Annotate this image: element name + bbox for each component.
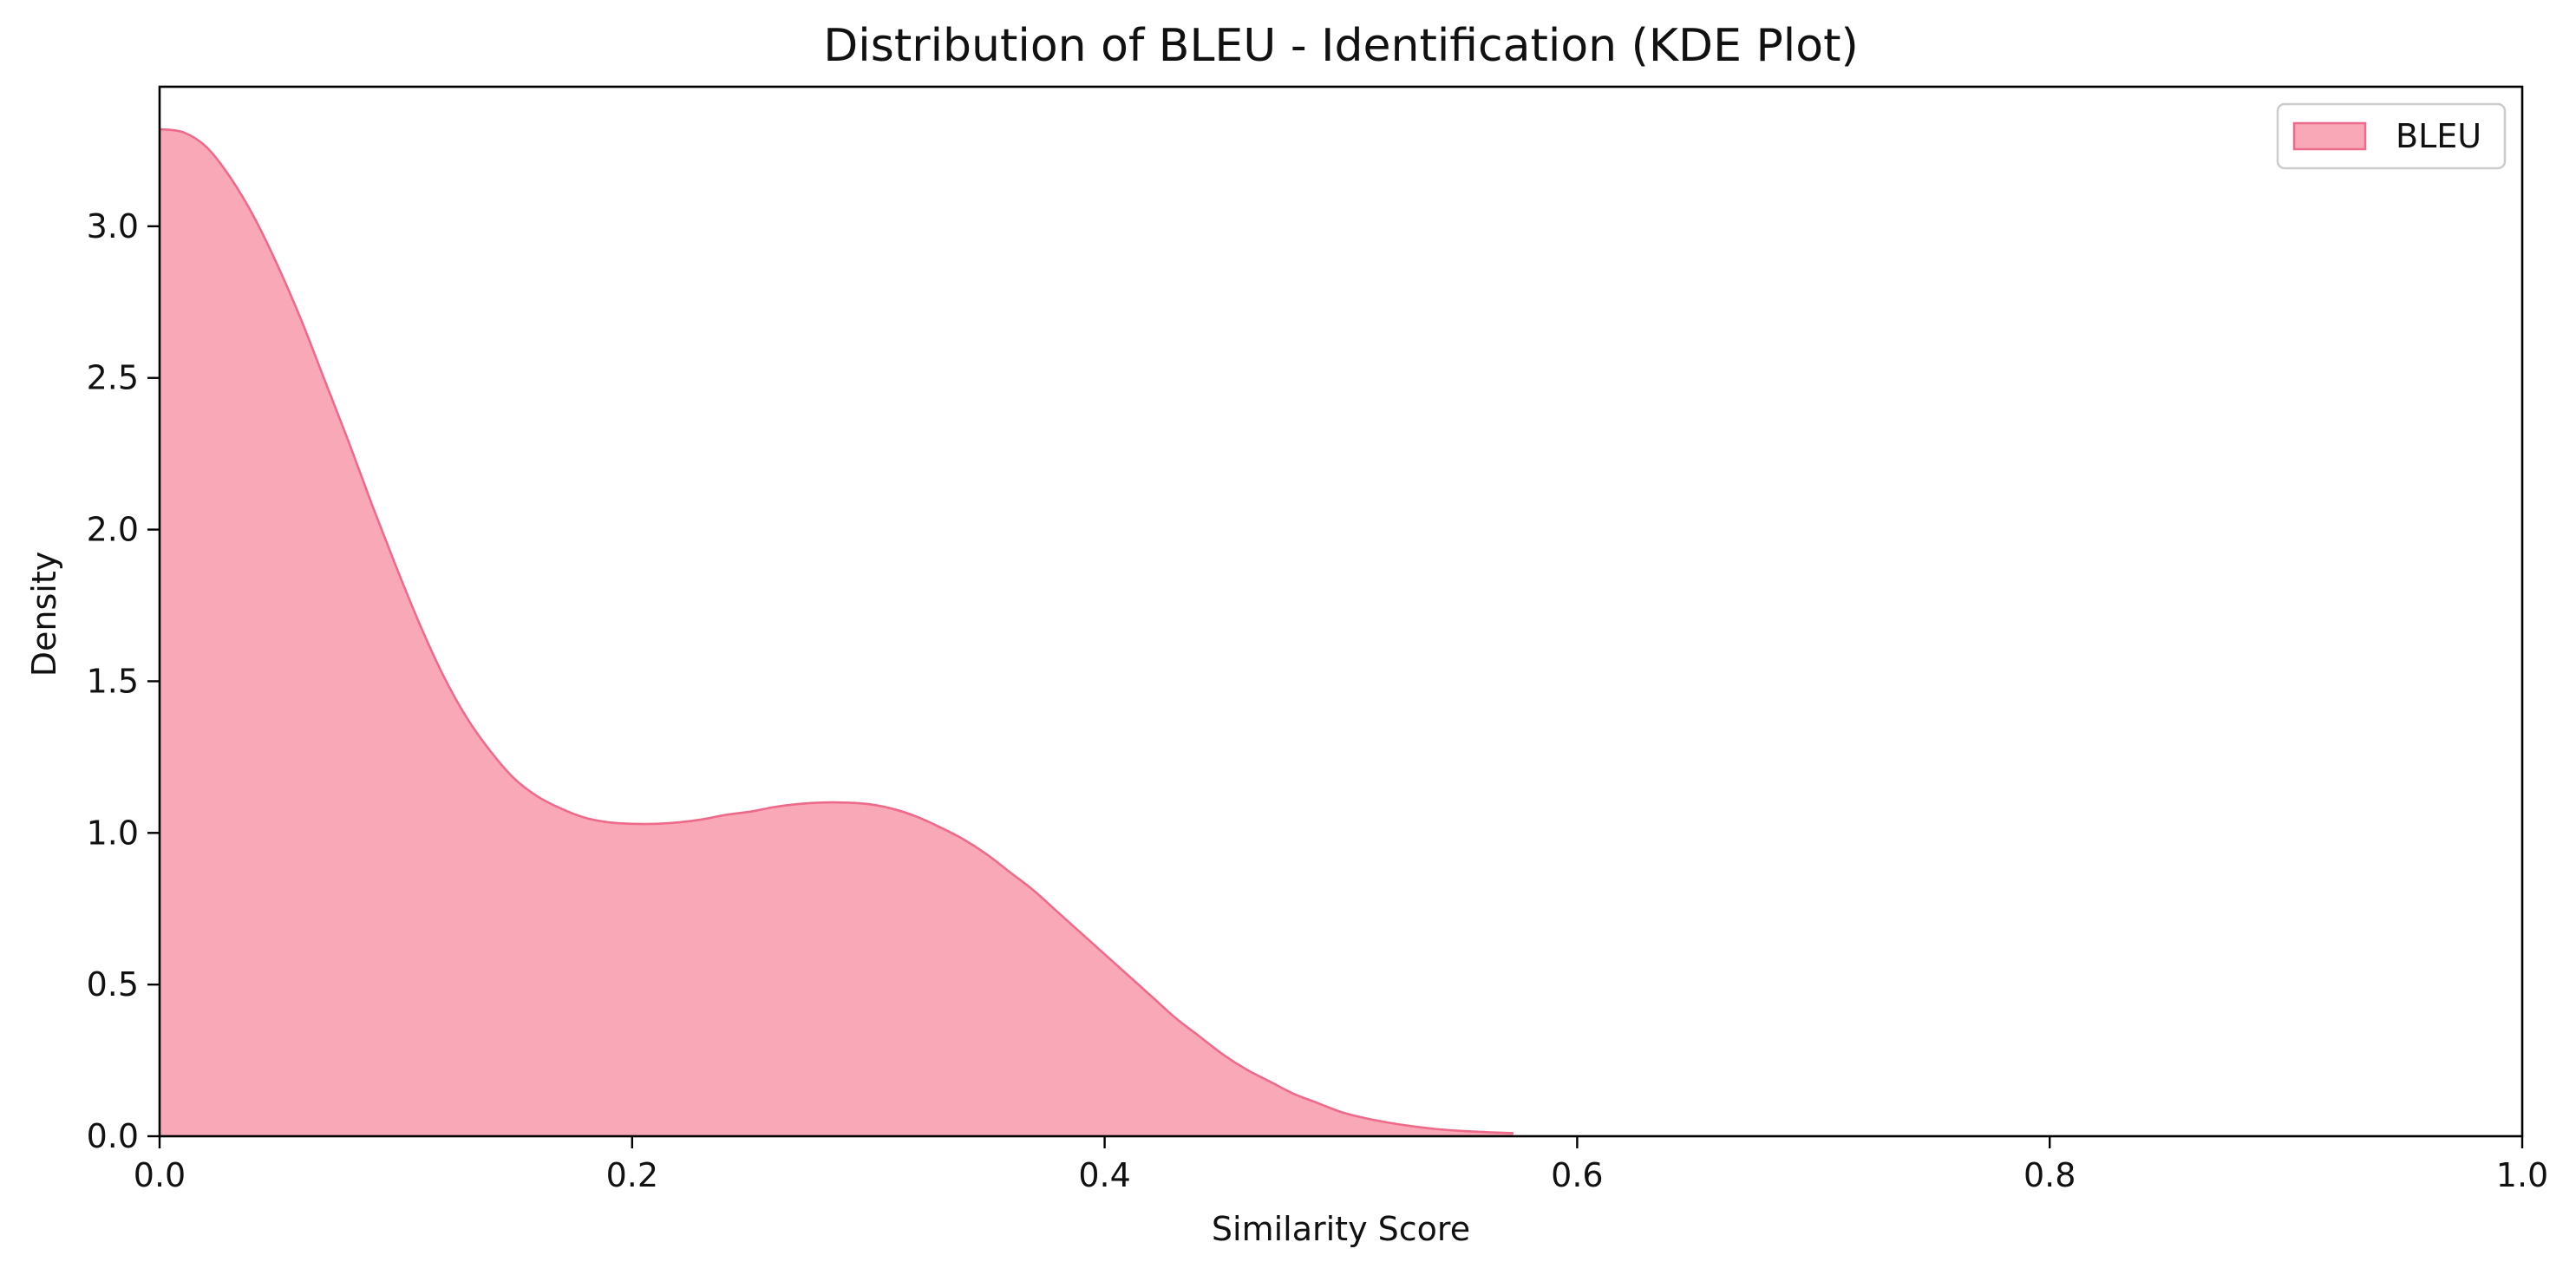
legend-label-bleu: BLEU — [2396, 117, 2481, 155]
y-tick-label: 3.0 — [87, 207, 139, 245]
y-tick-label: 0.5 — [87, 965, 139, 1004]
y-tick-label: 2.5 — [87, 359, 139, 397]
x-tick-label: 0.2 — [606, 1156, 658, 1194]
series-line-bleu — [159, 128, 1514, 1134]
series-fill-area-bleu — [160, 128, 1514, 1137]
legend-swatch-bleu — [2292, 121, 2367, 151]
chart-title: Distribution of BLEU - Identification (K… — [823, 20, 1859, 72]
y-tick-label: 2.0 — [87, 511, 139, 549]
y-axis-label: Density — [25, 552, 63, 677]
x-tick-label: 0.6 — [1551, 1156, 1603, 1194]
x-tick-label: 0.4 — [1078, 1156, 1130, 1194]
x-tick-label: 0.0 — [134, 1156, 186, 1194]
axes-frame — [158, 85, 2524, 1138]
legend-box — [2276, 102, 2507, 170]
x-tick-label: 1.0 — [2496, 1156, 2548, 1194]
y-tick-label: 1.0 — [87, 814, 139, 852]
legend: BLEU — [2276, 102, 2507, 170]
y-tick-label: 1.5 — [87, 662, 139, 700]
y-tick-label: 0.0 — [87, 1117, 139, 1155]
x-tick-label: 0.8 — [2024, 1156, 2076, 1194]
y-axis-ticks: 0.0 0.5 1.0 1.5 2.0 2.5 3.0 — [87, 207, 160, 1155]
plot-area — [159, 128, 1514, 1137]
x-axis-label: Similarity Score — [1212, 1210, 1470, 1248]
x-axis-ticks: 0.0 0.2 0.4 0.6 0.8 1.0 — [134, 1136, 2548, 1194]
